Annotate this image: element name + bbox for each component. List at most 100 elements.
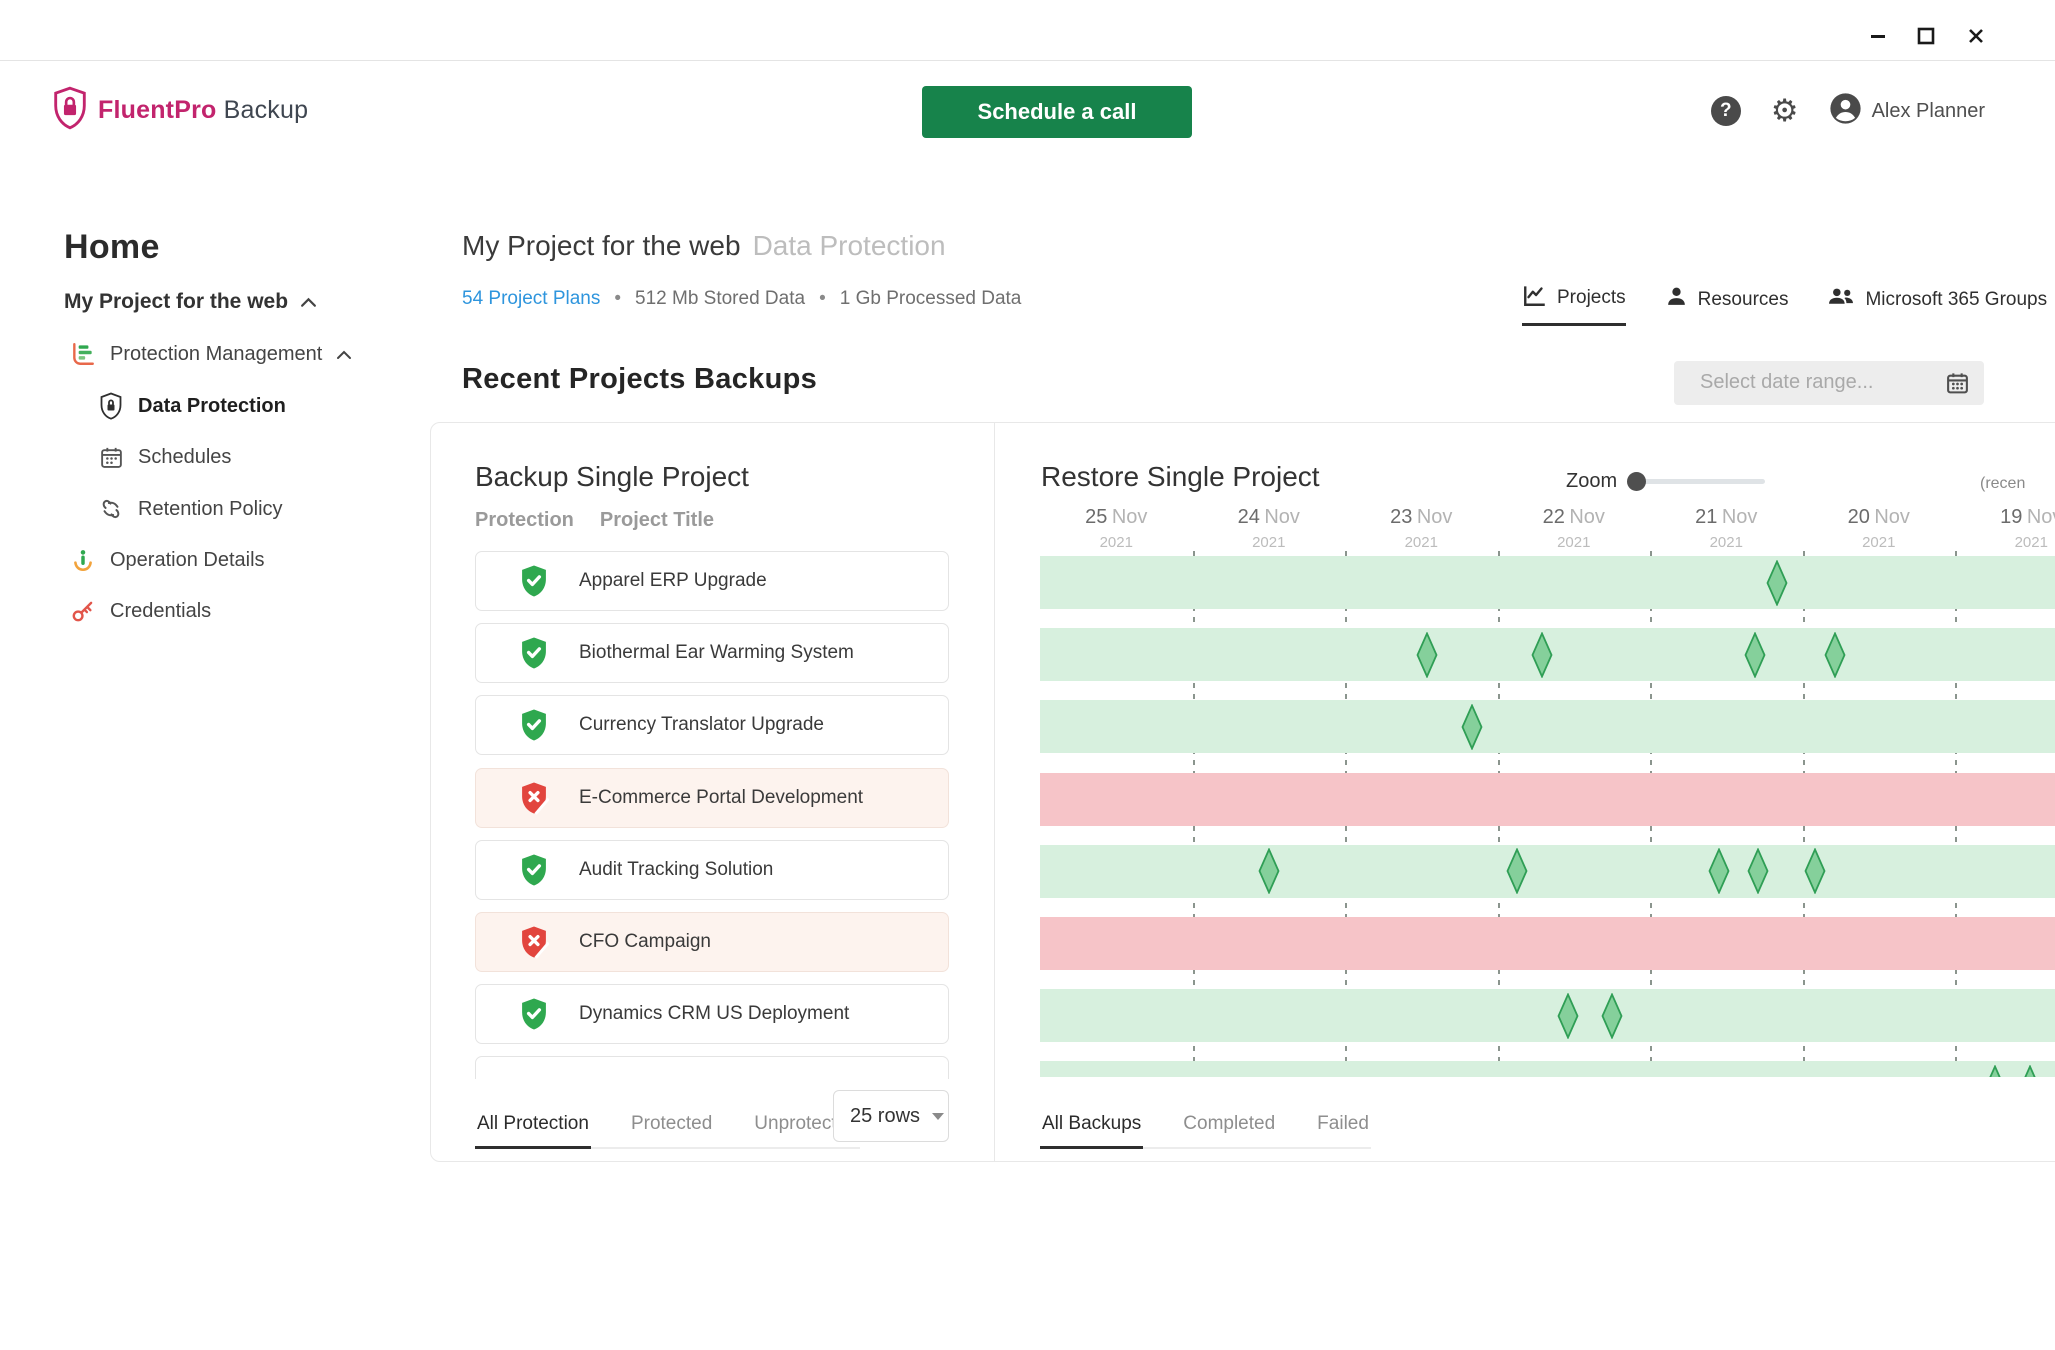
- order-note: (recen: [1980, 475, 2026, 492]
- backup-point-diamond-icon[interactable]: [1766, 558, 1788, 607]
- backup-point-diamond-icon[interactable]: [1601, 991, 1623, 1040]
- help-icon[interactable]: ?: [1710, 96, 1741, 126]
- sidebar-item-retention-policy[interactable]: Retention Policy: [98, 495, 283, 523]
- window-titlebar: [0, 0, 2055, 61]
- stat-separator: •: [819, 288, 826, 309]
- view-tabs: Projects Resources Microsoft 365 Groups: [1522, 282, 2047, 326]
- user-menu[interactable]: Alex Planner: [1829, 92, 1985, 130]
- sidebar-item-protection-management[interactable]: Protection Management: [70, 340, 352, 368]
- people-icon: [1826, 284, 1856, 315]
- stat-0[interactable]: 54 Project Plans: [462, 288, 601, 309]
- window-maximize-icon[interactable]: [1908, 18, 1944, 54]
- backup-point-diamond-icon[interactable]: [1744, 630, 1766, 679]
- backup-point-diamond-icon[interactable]: [1747, 847, 1769, 896]
- shield-lock-icon: [98, 392, 124, 420]
- calendar-icon: [98, 443, 124, 471]
- project-row[interactable]: Apparel ERP Upgrade: [475, 551, 949, 611]
- project-row[interactable]: Audit Tracking Solution: [475, 839, 949, 900]
- window-close-icon[interactable]: [1958, 18, 1994, 54]
- filter-completed[interactable]: Completed: [1183, 1113, 1276, 1134]
- person-icon: [1664, 284, 1689, 315]
- sidebar-heading-home[interactable]: Home: [64, 228, 160, 266]
- backup-point-diamond-icon[interactable]: [1984, 1064, 2006, 1077]
- filter-failed[interactable]: Failed: [1317, 1113, 1369, 1134]
- info-icon: [70, 546, 96, 574]
- backup-point-diamond-icon[interactable]: [1506, 847, 1528, 896]
- timeline-date-21-nov: 21 Nov 2021: [1695, 506, 1758, 551]
- brand-name-secondary: Backup: [223, 96, 309, 124]
- timeline-row-failed: [1040, 772, 2055, 826]
- backup-point-diamond-icon[interactable]: [1824, 630, 1846, 679]
- date-range-input[interactable]: Select date range...: [1674, 361, 1984, 405]
- project-row[interactable]: CFO Campaign: [475, 912, 949, 972]
- timeline-date-24-nov: 24 Nov 2021: [1237, 506, 1300, 551]
- filter-unprotected[interactable]: Unprotected: [754, 1113, 858, 1134]
- gear-icon[interactable]: ⚙: [1770, 92, 1799, 129]
- calendar-icon: [1945, 370, 1970, 401]
- tab-projects[interactable]: Projects: [1522, 282, 1626, 326]
- tab-resources[interactable]: Resources: [1664, 282, 1788, 326]
- chart-bars-icon: [70, 340, 96, 368]
- filter-protected[interactable]: Protected: [630, 1113, 713, 1134]
- project-title: Currency Translator Upgrade: [579, 714, 824, 736]
- chart-line-icon: [1522, 282, 1548, 314]
- zoom-slider-knob[interactable]: [1627, 472, 1647, 491]
- project-row[interactable]: Currency Translator Upgrade: [475, 695, 949, 756]
- backup-single-project-panel: Apparel ERP Upgrade Biothermal Ear Warmi…: [431, 423, 994, 1161]
- timeline-date-19-nov: 19 Nov 2021: [2000, 506, 2055, 551]
- timeline-date-20-nov: 20 Nov 2021: [1847, 506, 1910, 551]
- backup-point-diamond-icon[interactable]: [1416, 630, 1438, 679]
- project-title: CFO Campaign: [579, 931, 711, 952]
- filter-all-backups[interactable]: All Backups: [1040, 1107, 1144, 1149]
- stat-1: 512 Mb Stored Data: [635, 288, 806, 309]
- stat-2: 1 Gb Processed Data: [839, 288, 1022, 309]
- backup-point-diamond-icon[interactable]: [1531, 630, 1553, 679]
- project-row[interactable]: Dynamics CRM US Deployment: [475, 984, 949, 1045]
- schedule-call-button[interactable]: Schedule a call: [922, 86, 1192, 138]
- timeline-row-protected: [1040, 989, 2055, 1043]
- tab-microsoft-365-groups[interactable]: Microsoft 365 Groups: [1826, 282, 2047, 326]
- project-row[interactable]: Biothermal Ear Warming System: [475, 623, 949, 684]
- column-project-title: Project Title: [599, 509, 715, 531]
- lock-shield-icon: [52, 86, 88, 135]
- project-row-partial[interactable]: [475, 1056, 949, 1079]
- filter-all-protection[interactable]: All Protection: [475, 1107, 591, 1149]
- backup-point-diamond-icon[interactable]: [1804, 847, 1826, 896]
- zoom-label: Zoom: [1566, 470, 1618, 492]
- window-minimize-icon[interactable]: [1860, 18, 1896, 54]
- backup-point-diamond-icon[interactable]: [1258, 847, 1280, 896]
- app-header: FluentPro Backup Schedule a call ? ⚙ Ale…: [0, 62, 2055, 172]
- timeline-row-protected: [1040, 844, 2055, 898]
- timeline-row-protected: [1040, 556, 2055, 609]
- backup-project-list: Apparel ERP Upgrade Biothermal Ear Warmi…: [431, 423, 994, 1079]
- shield-check-icon: [519, 636, 549, 670]
- rows-per-page-select[interactable]: 25 rows: [833, 1090, 949, 1142]
- project-title: Audit Tracking Solution: [579, 858, 774, 880]
- header-actions: ? ⚙ Alex Planner: [1710, 92, 1985, 130]
- backup-point-diamond-icon[interactable]: [2019, 1064, 2041, 1077]
- chevron-down-icon: [932, 1112, 945, 1120]
- chevron-up-icon: [300, 290, 317, 314]
- sidebar-item-operation-details[interactable]: Operation Details: [70, 546, 265, 574]
- backup-point-diamond-icon[interactable]: [1708, 847, 1730, 896]
- project-title: Apparel ERP Upgrade: [579, 570, 767, 591]
- timeline-row-failed: [1040, 917, 2055, 970]
- backup-point-diamond-icon[interactable]: [1557, 991, 1579, 1040]
- sidebar-item-credentials[interactable]: Credentials: [70, 597, 211, 625]
- shield-check-icon: [519, 997, 549, 1031]
- sidebar-item-data-protection[interactable]: Data Protection: [98, 392, 286, 420]
- project-row[interactable]: E-Commerce Portal Development: [475, 767, 949, 828]
- brand-name-primary: FluentPro: [98, 96, 217, 124]
- sidebar-item-project[interactable]: My Project for the web: [64, 290, 317, 314]
- timeline-row-protected: [1040, 700, 2055, 754]
- sidebar-item-schedules[interactable]: Schedules: [98, 443, 231, 471]
- shield-check-icon: [519, 564, 549, 598]
- project-title: E-Commerce Portal Development: [579, 786, 864, 808]
- timeline-date-22-nov: 22 Nov 2021: [1542, 506, 1605, 551]
- backup-column-headers: Protection Project Title: [475, 509, 714, 532]
- backup-point-diamond-icon[interactable]: [1461, 703, 1483, 751]
- backup-filter-tabs: All Protection Protected Unprotected: [475, 1107, 860, 1149]
- hands-icon: [98, 495, 124, 523]
- shield-x-icon: [519, 781, 550, 815]
- zoom-slider[interactable]: [1627, 472, 1766, 491]
